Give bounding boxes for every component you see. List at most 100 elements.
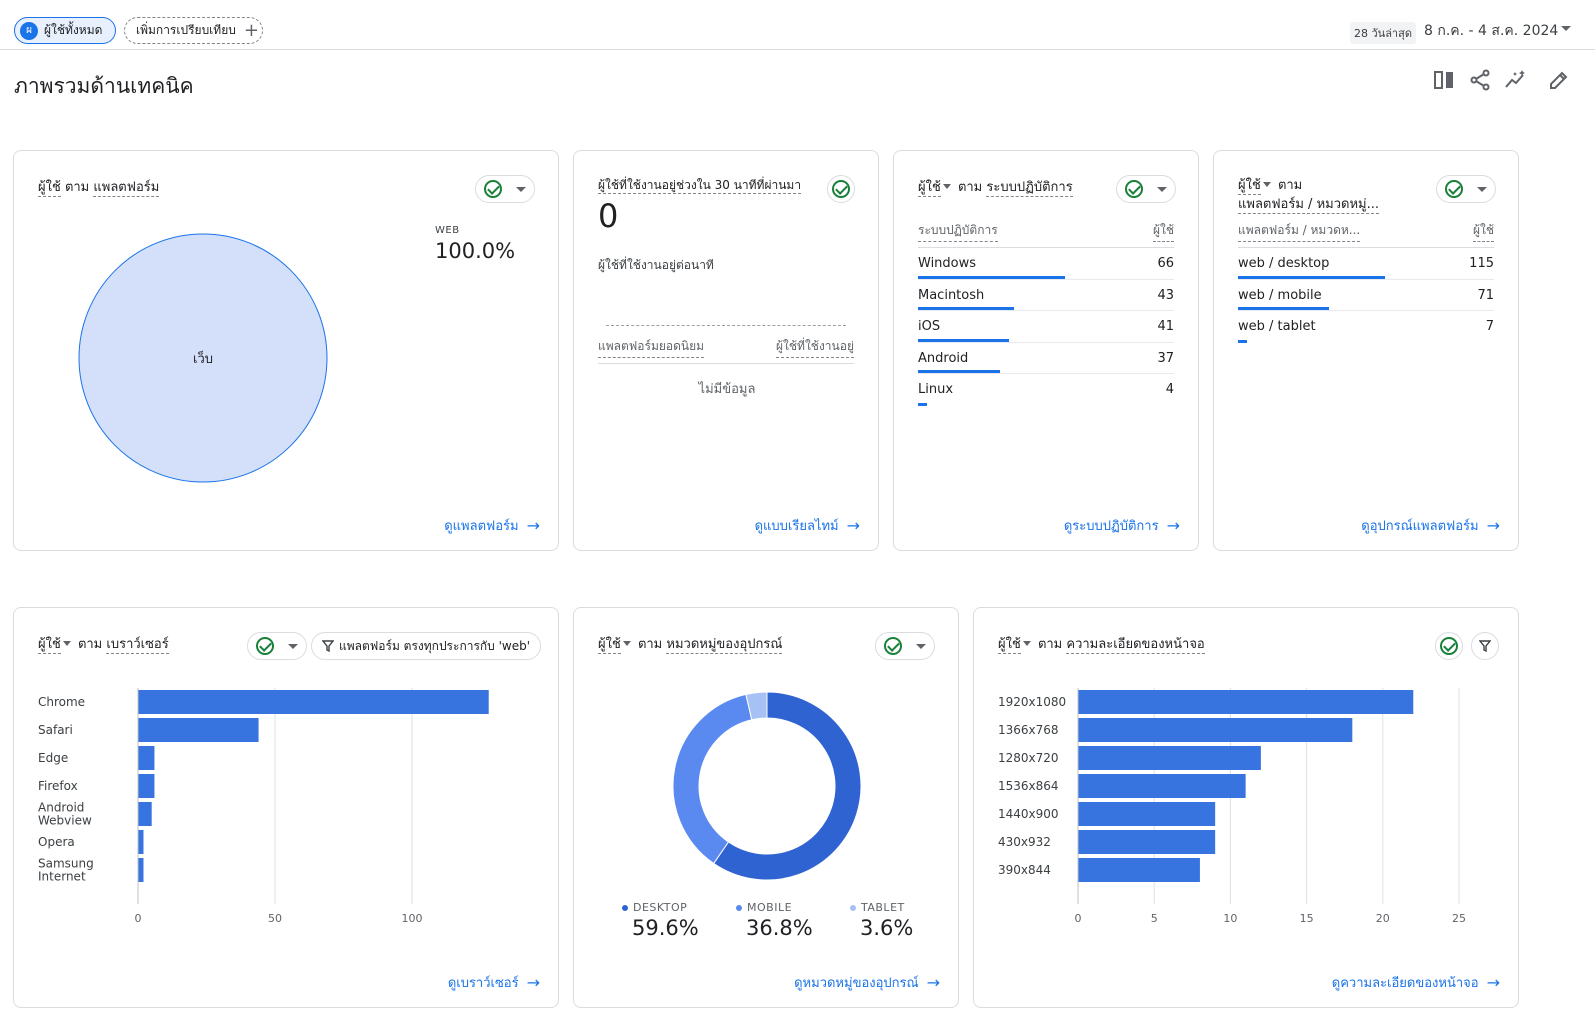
view-os-link[interactable]: ดูระบบปฏิบัติการ → [1064, 515, 1180, 536]
card-options-control[interactable] [875, 632, 935, 660]
edit-icon[interactable] [1547, 68, 1571, 92]
insights-icon[interactable] [1504, 68, 1528, 92]
metric-label[interactable]: ผู้ใช้ [38, 180, 61, 197]
bar[interactable] [1078, 774, 1246, 798]
caret-down-icon[interactable] [1022, 641, 1031, 646]
filter-icon [1479, 640, 1491, 652]
title-by: ตาม [64, 180, 90, 195]
filter-button[interactable] [1471, 632, 1499, 660]
realtime-title[interactable]: ผู้ใช้ที่ใช้งานอยู่ช่วงใน 30 นาทีที่ผ่าน… [598, 178, 802, 194]
link-label: ดูแพลตฟอร์ม [444, 519, 519, 534]
chevron-down-icon[interactable] [1561, 26, 1571, 31]
card-status-control[interactable] [827, 175, 855, 203]
bar[interactable] [1078, 690, 1414, 714]
view-screen-resolution-link[interactable]: ดูความละเอียดของหน้าจอ → [1332, 972, 1500, 993]
category-label: 1280x720 [998, 751, 1059, 765]
dimension-label[interactable]: ระบบปฏิบัติการ [986, 180, 1073, 197]
date-range-picker[interactable]: 8 ก.ค. - 4 ส.ค. 2024 [1424, 23, 1559, 39]
pie-slice-label: เว็บ [193, 349, 213, 367]
dimension-label[interactable]: แพลตฟอร์ม / หมวดหมู่... [1238, 197, 1379, 214]
pie-legend-value: 100.0% [435, 239, 516, 263]
link-label: ดูระบบปฏิบัติการ [1063, 519, 1159, 534]
bar[interactable] [138, 746, 155, 770]
table-row[interactable]: Macintosh 43 [918, 280, 1174, 311]
category-label: Opera [38, 835, 75, 849]
caret-down-icon[interactable] [62, 641, 71, 646]
dimension-label[interactable]: เบราว์เซอร์ [106, 637, 169, 654]
metric-label[interactable]: ผู้ใช้ [1238, 178, 1261, 195]
chevron-down-icon [516, 186, 526, 192]
row-value: 43 [1157, 287, 1174, 303]
table-row[interactable]: Windows 66 [918, 248, 1174, 280]
table-row[interactable]: Android 37 [918, 343, 1174, 374]
column-header-os[interactable]: ระบบปฏิบัติการ [918, 221, 998, 242]
bar[interactable] [1078, 718, 1353, 742]
table-row[interactable]: Linux 4 [918, 374, 1174, 406]
filter-chip[interactable]: แพลตฟอร์ม ตรงทุกประการกับ 'web' [311, 632, 542, 660]
segment-chip-label: ผู้ใช้ทั้งหมด [44, 23, 103, 37]
column-header-users[interactable]: ผู้ใช้ [1152, 221, 1174, 242]
row-share-bar [1238, 275, 1386, 279]
table-row[interactable]: web / desktop 115 [1238, 248, 1494, 280]
view-device-category-link[interactable]: ดูหมวดหมู่ของอุปกรณ์ → [794, 972, 940, 993]
donut-slice-desktop[interactable] [712, 691, 862, 881]
metric-label[interactable]: ผู้ใช้ [38, 637, 61, 654]
metric-label[interactable]: ผู้ใช้ [998, 637, 1021, 654]
add-comparison-button[interactable]: เพิ่มการเปรียบเทียบ + [124, 17, 263, 44]
link-label: ดูอุปกรณ์แพลตฟอร์ม [1361, 519, 1479, 534]
donut-slice-tablet[interactable] [745, 691, 768, 721]
dimension-label[interactable]: แพลตฟอร์ม [93, 180, 160, 197]
bar[interactable] [1078, 830, 1216, 854]
view-browser-link[interactable]: ดูเบราว์เซอร์ → [448, 972, 540, 993]
card-title: ผู้ใช้ ตาม ระบบปฏิบัติการ [918, 176, 1073, 197]
row-value: 7 [1485, 319, 1494, 334]
chevron-down-icon [916, 643, 926, 649]
bar[interactable] [138, 830, 144, 854]
top-bar: ผ ผู้ใช้ทั้งหมด เพิ่มการเปรียบเทียบ + 28… [0, 0, 1595, 50]
dimension-label[interactable]: หมวดหมู่ของอุปกรณ์ [666, 637, 783, 654]
table-row[interactable]: web / mobile 71 [1238, 280, 1494, 311]
bar[interactable] [1078, 746, 1261, 770]
compare-columns-icon[interactable] [1432, 68, 1456, 92]
bar[interactable] [138, 690, 489, 714]
caret-down-icon[interactable] [622, 641, 631, 646]
pie-slice[interactable] [78, 233, 328, 483]
card-status-control[interactable] [1435, 632, 1463, 660]
x-tick-label: 20 [1376, 912, 1390, 925]
link-label: ดูแบบเรียลไทม์ [754, 519, 839, 534]
card-options-control[interactable] [1436, 175, 1496, 203]
bar[interactable] [138, 802, 152, 826]
row-value: 66 [1157, 256, 1174, 271]
share-icon[interactable] [1468, 68, 1492, 92]
row-label: Windows [918, 256, 977, 271]
view-realtime-link[interactable]: ดูแบบเรียลไทม์ → [755, 515, 860, 536]
segment-avatar: ผ [20, 21, 38, 40]
bar[interactable] [1078, 858, 1200, 882]
caret-down-icon[interactable] [942, 184, 951, 189]
metric-label[interactable]: ผู้ใช้ [918, 180, 941, 197]
bar[interactable] [138, 718, 259, 742]
bar[interactable] [138, 858, 144, 882]
view-platform-link[interactable]: ดูแพลตฟอร์ม → [444, 515, 540, 536]
metric-label[interactable]: ผู้ใช้ [598, 637, 621, 654]
card-options-control[interactable] [475, 175, 535, 203]
row-value: 71 [1477, 287, 1494, 303]
table-row[interactable]: iOS 41 [918, 311, 1174, 343]
bar[interactable] [1078, 802, 1216, 826]
dimension-label[interactable]: ความละเอียดของหน้าจอ [1066, 637, 1205, 654]
view-platform-device-link[interactable]: ดูอุปกรณ์แพลตฟอร์ม → [1361, 515, 1500, 536]
column-header-active-users[interactable]: ผู้ใช้ที่ใช้งานอยู่ [776, 337, 854, 358]
column-header-platform[interactable]: แพลตฟอร์มยอดนิยม [598, 337, 705, 358]
title-by: ตาม [77, 637, 103, 652]
table-row[interactable]: web / tablet 7 [1238, 311, 1494, 343]
column-header-users[interactable]: ผู้ใช้ [1472, 221, 1494, 242]
column-header-platform-device[interactable]: แพลตฟอร์ม / หมวดห... [1238, 221, 1361, 242]
title-by: ตาม [637, 637, 663, 652]
card-options-control[interactable] [1116, 175, 1176, 203]
card-title: ผู้ใช้ ตาม เบราว์เซอร์ [38, 633, 169, 654]
card-options-control[interactable] [247, 632, 307, 660]
bar[interactable] [138, 774, 155, 798]
caret-down-icon[interactable] [1262, 182, 1271, 187]
donut-slice-mobile[interactable] [672, 693, 753, 865]
segment-chip-all-users[interactable]: ผ ผู้ใช้ทั้งหมด [14, 17, 116, 44]
